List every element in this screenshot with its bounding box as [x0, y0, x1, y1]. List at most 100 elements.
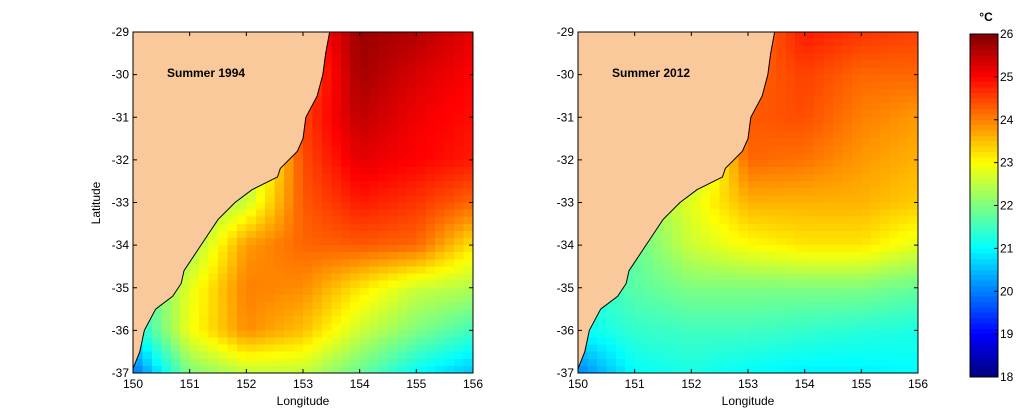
- sst-cell: [851, 316, 862, 324]
- sst-cell: [814, 138, 825, 147]
- sst-cell: [463, 74, 474, 83]
- sst-cell: [274, 316, 285, 324]
- sst-cell: [785, 273, 796, 282]
- sst-cell: [738, 216, 749, 225]
- sst-cell: [340, 245, 351, 253]
- sst-cell: [738, 188, 749, 196]
- sst-cell: [265, 316, 276, 324]
- sst-cell: [870, 365, 881, 374]
- sst-cell: [170, 344, 181, 353]
- sst-cell: [804, 209, 815, 218]
- sst-cell: [189, 351, 200, 360]
- sst-cell: [748, 252, 759, 260]
- sst-cell: [454, 53, 465, 62]
- sst-cell: [710, 365, 721, 374]
- sst-cell: [842, 60, 853, 69]
- sst-cell: [814, 195, 825, 204]
- sst-cell: [321, 174, 332, 182]
- sst-cell: [615, 316, 626, 324]
- sst-cell: [425, 53, 436, 62]
- sst-cell: [804, 145, 815, 154]
- sst-cell: [889, 245, 900, 253]
- sst-cell: [388, 103, 399, 111]
- sst-cell: [378, 60, 389, 69]
- sst-cell: [303, 351, 314, 360]
- sst-cell: [255, 238, 266, 246]
- sst-cell: [634, 259, 645, 268]
- sst-cell: [378, 103, 389, 111]
- sst-cell: [804, 152, 815, 161]
- sst-cell: [208, 301, 219, 310]
- x-axis-label: Longitude: [277, 394, 330, 408]
- sst-cell: [861, 223, 872, 232]
- sst-cell: [908, 174, 919, 182]
- sst-cell: [899, 145, 910, 154]
- sst-cell: [321, 287, 332, 296]
- sst-cell: [899, 131, 910, 140]
- sst-cell: [795, 103, 806, 111]
- sst-cell: [804, 245, 815, 253]
- sst-cell: [284, 351, 295, 360]
- sst-cell: [719, 337, 730, 346]
- sst-cell: [804, 309, 815, 317]
- sst-cell: [359, 124, 370, 133]
- sst-cell: [899, 330, 910, 339]
- sst-cell: [861, 138, 872, 147]
- sst-cell: [303, 188, 314, 196]
- sst-cell: [870, 32, 881, 40]
- sst-cell: [236, 266, 247, 275]
- sst-cell: [766, 330, 777, 339]
- sst-cell: [748, 238, 759, 246]
- sst-cell: [766, 60, 777, 69]
- sst-cell: [359, 280, 370, 289]
- sst-cell: [236, 259, 247, 268]
- sst-cell: [634, 330, 645, 339]
- y-tick-label: -34: [112, 238, 130, 252]
- sst-cell: [170, 323, 181, 331]
- sst-cell: [615, 365, 626, 374]
- sst-cell: [293, 330, 304, 339]
- sst-cell: [842, 74, 853, 83]
- sst-cell: [870, 166, 881, 175]
- sst-cell: [738, 238, 749, 246]
- colorbar-swatch: [970, 173, 998, 180]
- sst-cell: [265, 195, 276, 204]
- sst-cell: [804, 330, 815, 339]
- sst-cell: [833, 238, 844, 246]
- sst-cell: [833, 202, 844, 211]
- sst-cell: [227, 280, 238, 289]
- sst-cell: [463, 39, 474, 47]
- sst-cell: [463, 95, 474, 104]
- sst-cell: [785, 145, 796, 154]
- sst-cell: [435, 301, 446, 310]
- sst-cell: [444, 152, 455, 161]
- sst-cell: [908, 252, 919, 260]
- sst-cell: [823, 316, 834, 324]
- sst-cell: [444, 60, 455, 69]
- x-tick-label: 154: [795, 377, 815, 391]
- sst-cell: [444, 39, 455, 47]
- sst-cell: [814, 245, 825, 253]
- sst-cell: [729, 309, 740, 317]
- sst-cell: [133, 365, 144, 374]
- sst-cell: [425, 95, 436, 104]
- sst-cell: [303, 159, 314, 168]
- sst-cell: [833, 145, 844, 154]
- sst-cell: [842, 230, 853, 239]
- sst-cell: [425, 266, 436, 275]
- sst-cell: [180, 266, 191, 275]
- sst-cell: [700, 330, 711, 339]
- sst-cell: [625, 337, 636, 346]
- sst-cell: [578, 358, 589, 367]
- sst-cell: [851, 138, 862, 147]
- sst-cell: [170, 365, 181, 374]
- sst-cell: [416, 280, 427, 289]
- sst-cell: [369, 358, 380, 367]
- sst-cell: [785, 166, 796, 175]
- sst-cell: [161, 358, 172, 367]
- sst-cell: [814, 166, 825, 175]
- sst-cell: [406, 124, 417, 133]
- sst-cell: [833, 266, 844, 275]
- sst-cell: [435, 67, 446, 76]
- sst-cell: [851, 124, 862, 133]
